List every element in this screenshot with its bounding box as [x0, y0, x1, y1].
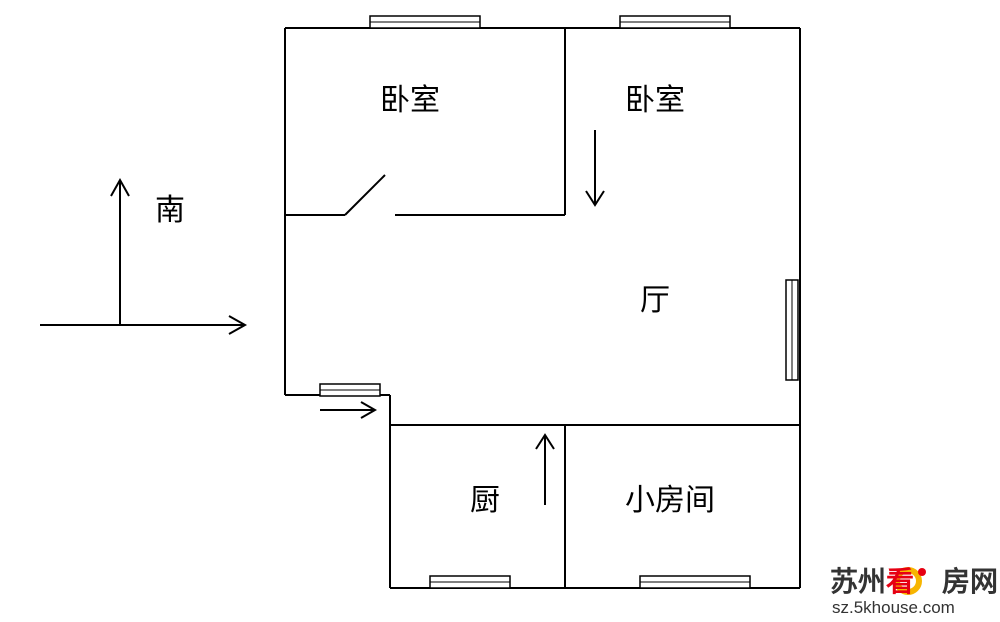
watermark: 苏州看房网sz.5khouse.com [830, 565, 998, 617]
label-bedroom2: 卧室 [625, 84, 685, 117]
label-small: 小房间 [625, 484, 715, 517]
watermark-text: 苏州看房网 [830, 565, 998, 597]
walls [285, 28, 800, 588]
internal-arrows [320, 130, 604, 505]
compass: 南 [40, 180, 245, 334]
label-living: 厅 [640, 284, 670, 317]
label-kitchen: 厨 [470, 484, 500, 517]
wall-door_slash [345, 175, 385, 215]
label-bedroom1: 卧室 [380, 84, 440, 117]
compass-label: 南 [155, 194, 185, 227]
floorplan-canvas: 南 卧室 卧室 厅 厨 小房间 苏州看房网sz.5khouse.com [0, 0, 1000, 622]
watermark-url: sz.5khouse.com [832, 598, 955, 617]
